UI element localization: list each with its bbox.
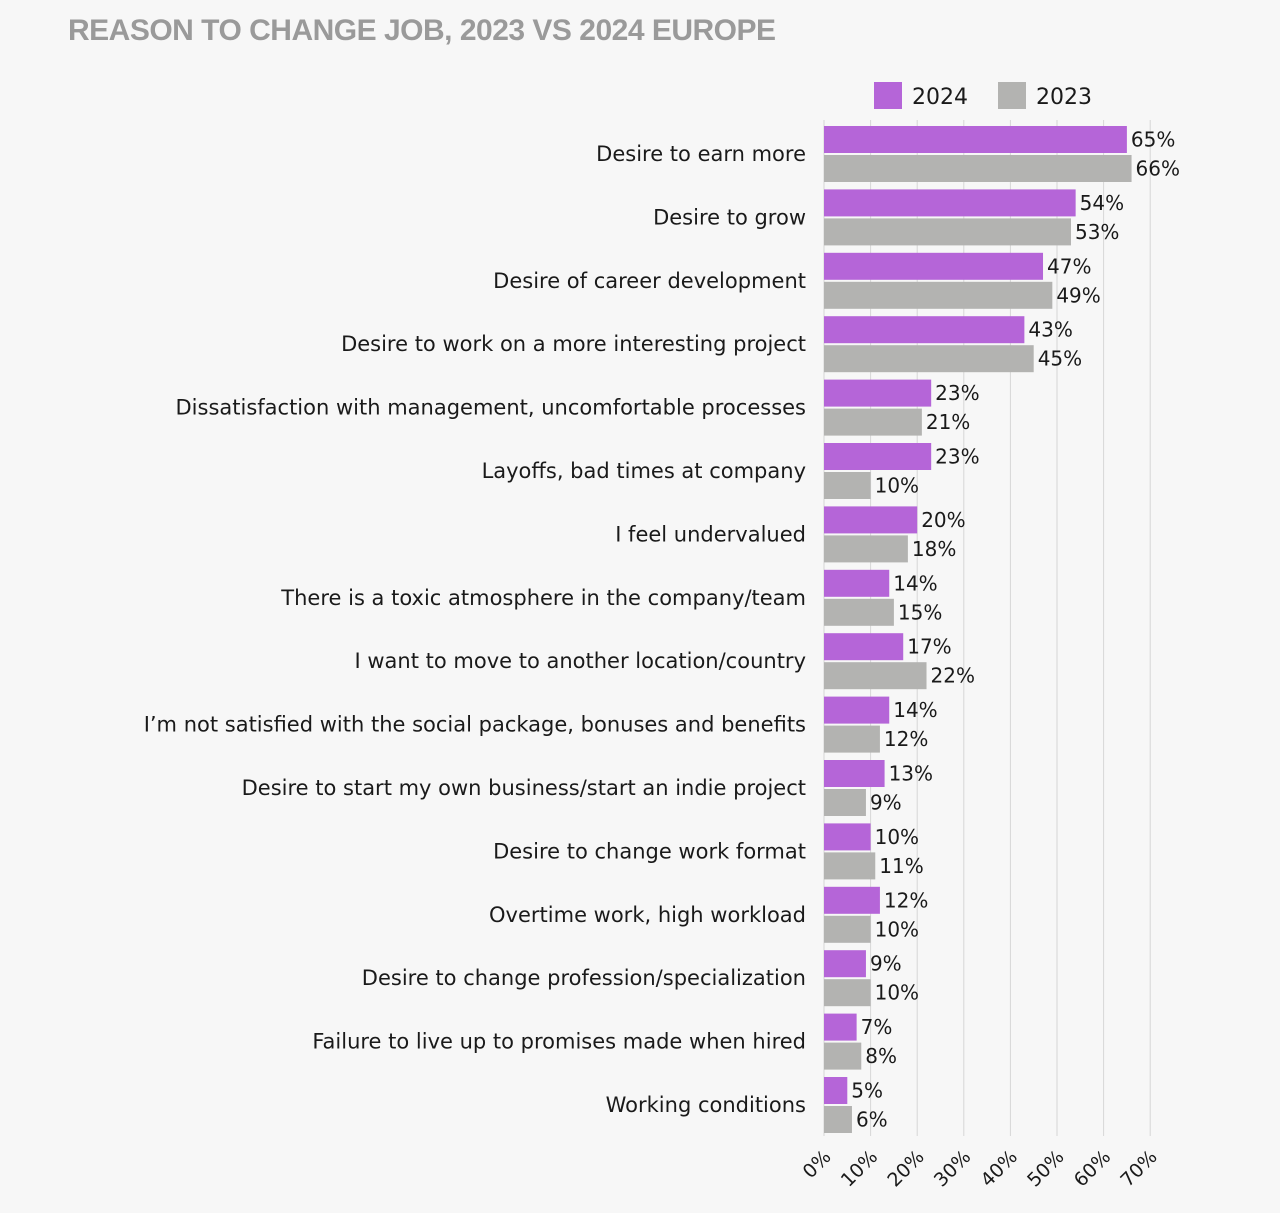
bar-2023 [824,979,871,1007]
value-label: 10% [875,474,919,498]
bar-2023 [824,789,866,816]
value-label: 10% [875,981,919,1005]
bar-2023 [824,281,1053,309]
bar-2024 [824,252,1044,280]
bar-2024 [824,569,890,597]
value-label: 6% [856,1108,888,1132]
category-label: Desire to work on a more interesting pro… [341,332,806,356]
value-label: 20% [921,508,965,532]
value-label: 11% [879,854,923,878]
category-label: Dissatisfaction with management, uncomfo… [176,396,807,420]
chart-title: REASON TO CHANGE JOB, 2023 VS 2024 EUROP… [68,14,776,47]
bars [824,126,1132,1133]
category-label: Overtime work, high workload [489,903,806,927]
category-label: Layoffs, bad times at company [482,459,806,483]
bar-2024 [824,506,918,534]
x-tick-label: 40% [977,1146,1022,1191]
legend-swatch-2023 [998,82,1026,109]
x-axis-ticks: 0% 10% 20% 30% 40% 50% 60% 70% [799,1146,1162,1191]
value-label: 66% [1136,157,1180,181]
x-tick-label: 30% [930,1146,975,1191]
category-label: I feel undervalued [615,522,806,546]
value-label: 43% [1028,318,1072,342]
value-label: 54% [1080,191,1124,215]
bar-2024 [824,316,1025,344]
x-tick-label: 60% [1070,1146,1115,1191]
category-label: Working conditions [606,1093,806,1117]
x-tick-label: 50% [1023,1146,1068,1191]
bar-2023 [824,472,871,499]
bar-2024 [824,443,932,470]
bar-2024 [824,126,1127,153]
bar-2023 [824,852,876,880]
bar-2023 [824,598,894,626]
category-label: Desire to earn more [596,142,806,166]
value-label: 5% [851,1079,883,1103]
value-label: 7% [861,1015,893,1039]
legend-label: 2024 [912,85,968,110]
category-label: Desire to start my own business/start an… [242,776,806,800]
legend-label: 2023 [1036,85,1092,110]
category-label: Desire to change work format [493,839,806,863]
bar-2023 [824,345,1034,373]
category-label: There is a toxic atmosphere in the compa… [280,586,806,610]
x-tick-label: 70% [1116,1146,1161,1191]
value-label: 18% [912,537,956,561]
bar-2023 [824,1106,852,1133]
value-label: 65% [1131,128,1175,152]
bar-2023 [824,915,871,943]
category-label: I’m not satisfied with the social packag… [144,713,806,737]
value-label: 45% [1038,347,1082,371]
value-label: 9% [870,952,902,976]
value-label: 9% [870,791,902,815]
value-label: 13% [889,762,933,786]
bar-2023 [824,155,1132,182]
value-label: 14% [893,698,937,722]
legend-swatch-2024 [874,82,902,109]
bar-2024 [824,1077,848,1104]
category-label: Desire to grow [653,205,806,229]
bar-2024 [824,189,1076,217]
bar-2024 [824,1013,857,1041]
value-label: 22% [931,664,975,688]
category-label: I want to move to another location/count… [355,649,806,673]
value-label: 10% [875,917,919,941]
value-label: 15% [898,600,942,624]
value-label: 49% [1056,283,1100,307]
x-tick-label: 10% [837,1146,882,1191]
category-label: Desire of career development [493,269,806,293]
category-labels: Desire to earn more Desire to grow Desire … [144,142,806,1117]
bar-2023 [824,725,880,753]
value-label: 17% [907,635,951,659]
legend: 2024 2023 [874,82,1092,110]
bar-2024 [824,823,871,851]
bar-2024 [824,886,880,914]
value-label: 12% [884,727,928,751]
bar-2024 [824,950,866,978]
value-labels: 65%66%54%53%47%49%43%45%23%21%23%10%20%1… [851,128,1180,1132]
bar-2024 [824,760,885,787]
category-label: Failure to live up to promises made when… [312,1030,806,1054]
value-label: 8% [865,1044,897,1068]
x-tick-label: 20% [883,1146,928,1191]
bar-2024 [824,696,890,724]
value-label: 47% [1047,254,1091,278]
value-label: 12% [884,888,928,912]
bar-2023 [824,408,922,436]
value-label: 23% [935,445,979,469]
category-label: Desire to change profession/specializati… [362,966,806,990]
x-tick-label: 0% [799,1146,836,1183]
bar-2024 [824,633,904,661]
bar-2023 [824,662,927,690]
value-label: 21% [926,410,970,434]
value-label: 53% [1075,220,1119,244]
value-label: 23% [935,381,979,405]
bar-2024 [824,379,932,407]
value-label: 14% [893,571,937,595]
value-label: 10% [875,825,919,849]
bar-2023 [824,218,1071,246]
bar-2023 [824,535,908,563]
bar-2023 [824,1042,862,1070]
